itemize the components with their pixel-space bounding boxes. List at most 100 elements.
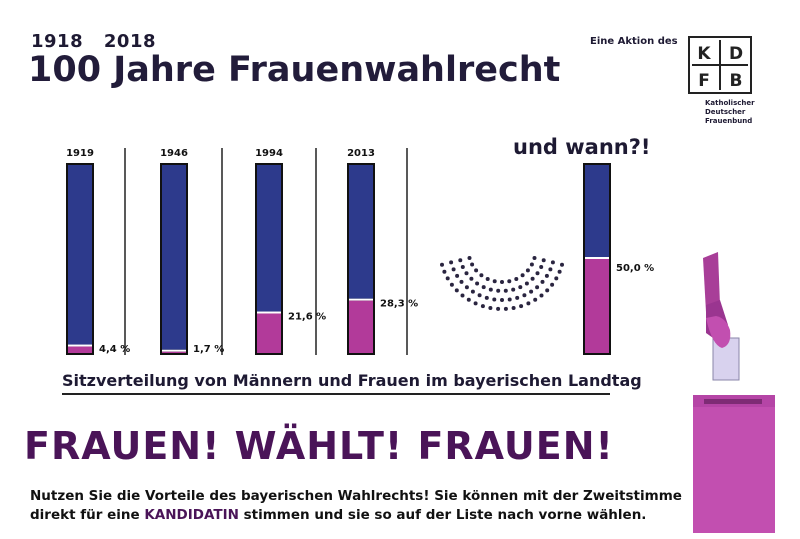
- seat-dot: [539, 293, 544, 298]
- seat-dot: [442, 269, 447, 274]
- seat-dot: [477, 293, 482, 298]
- seat-dot: [511, 306, 516, 310]
- seat-dot: [496, 306, 501, 311]
- seat-dot: [514, 277, 519, 281]
- bar-percent-label: 21,6 %: [288, 312, 326, 323]
- ballot-slot: [704, 399, 762, 404]
- seat-dot: [449, 282, 454, 287]
- seat-dot: [480, 304, 485, 309]
- seat-dot: [541, 258, 546, 263]
- bar-percent-label: 4,4 %: [99, 344, 130, 355]
- bar-men: [68, 165, 92, 345]
- logo-letter-k: K: [697, 44, 711, 64]
- seat-dot: [470, 262, 475, 267]
- seat-dot: [539, 265, 544, 269]
- seat-dot: [526, 301, 531, 306]
- question-text: und wann?!: [513, 135, 651, 159]
- seat-dot: [464, 271, 469, 276]
- seat-dot: [519, 304, 524, 309]
- seat-dot: [470, 289, 475, 294]
- bar-separator: [349, 298, 373, 301]
- bar-women: [585, 259, 609, 353]
- seat-dot: [492, 297, 497, 302]
- bar-women: [162, 351, 186, 353]
- bar-percent-label: 1,7 %: [193, 344, 224, 355]
- bar-percent-label: 28,3 %: [380, 299, 418, 310]
- bar-men: [349, 165, 373, 299]
- bar-year-label: 1919: [66, 148, 94, 159]
- seat-dot: [475, 281, 480, 286]
- seat-dot: [507, 297, 512, 302]
- seat-dot: [515, 295, 520, 300]
- logo-letter-f: F: [698, 71, 710, 91]
- bar-men: [257, 165, 281, 312]
- bar-year-label: 1994: [255, 148, 283, 159]
- logo-org-line-3: Frauenbund: [705, 117, 753, 125]
- seat-dot: [533, 297, 538, 302]
- seat-dot: [503, 306, 508, 311]
- seat-dot: [459, 279, 464, 284]
- seat-dot: [548, 267, 553, 272]
- seat-dot: [460, 265, 465, 269]
- seat-dot: [492, 279, 497, 284]
- chart-separators: [124, 148, 408, 355]
- seat-dot: [535, 285, 540, 290]
- seat-dot: [560, 262, 564, 267]
- ballot-hand-illustration: [703, 252, 740, 381]
- bar-women: [349, 300, 373, 353]
- seat-dot: [503, 288, 508, 293]
- bar-separator: [585, 257, 609, 259]
- bar-women: [257, 313, 281, 353]
- body-text: Nutzen Sie die Vorteile des bayerischen …: [30, 487, 682, 525]
- aktion-label: Eine Aktion des: [590, 36, 678, 47]
- bar-year-label: 1946: [160, 148, 188, 159]
- bar-separator: [162, 349, 186, 352]
- seat-dot: [550, 282, 555, 287]
- bar-percent-label: 50,0 %: [616, 263, 654, 274]
- seat-dot: [522, 293, 527, 298]
- seat-dot: [525, 268, 530, 273]
- seat-dot: [479, 273, 484, 278]
- body-line-1: Nutzen Sie die Vorteile des bayerischen …: [30, 488, 682, 504]
- logo-org-line-1: Katholischer: [705, 99, 755, 107]
- bar-women: [68, 346, 92, 353]
- chart-caption: Sitzverteilung von Männern und Frauen im…: [62, 371, 642, 390]
- seat-dot: [535, 271, 540, 276]
- bar-separator: [68, 344, 92, 347]
- seat-dot: [466, 297, 471, 302]
- seat-dot: [500, 280, 504, 284]
- body-line-2: direkt für eine KANDIDATIN stimmen und s…: [30, 506, 682, 525]
- seat-dot: [529, 262, 534, 267]
- seat-dot: [488, 287, 493, 292]
- body-line-2-end: stimmen und sie so auf der Liste nach vo…: [238, 507, 647, 523]
- seat-dot: [474, 268, 479, 273]
- seat-dot: [458, 258, 463, 263]
- seat-dot: [540, 279, 545, 284]
- kdfb-logo: K D F B: [688, 36, 752, 94]
- year-start: 1918: [31, 31, 84, 52]
- seat-dot: [473, 301, 478, 306]
- ballot-box-illustration: [693, 395, 775, 533]
- parliament-seats-illustration: [440, 256, 564, 311]
- seat-dot: [481, 285, 486, 290]
- seat-dot: [449, 260, 454, 265]
- logo-org-line-2: Deutscher: [705, 108, 746, 116]
- bar-men: [585, 165, 609, 257]
- bar-year-label: 2013: [347, 148, 375, 159]
- seat-dot: [485, 277, 490, 281]
- caption-underline: [62, 393, 610, 395]
- seat-dot: [554, 276, 559, 281]
- seat-dot: [545, 288, 550, 293]
- logo-letter-b: B: [730, 71, 743, 91]
- seat-dot: [467, 256, 472, 260]
- seat-dot: [520, 273, 525, 278]
- seat-dot: [532, 256, 537, 260]
- seat-dot: [529, 289, 534, 294]
- seat-dot: [488, 306, 493, 310]
- seat-dot: [455, 273, 460, 278]
- seat-dot: [496, 288, 501, 293]
- page-title: 100 Jahre Frauenwahlrecht: [28, 50, 561, 90]
- kandidatin-highlight: KANDIDATIN: [144, 507, 239, 523]
- seat-dot: [557, 269, 562, 274]
